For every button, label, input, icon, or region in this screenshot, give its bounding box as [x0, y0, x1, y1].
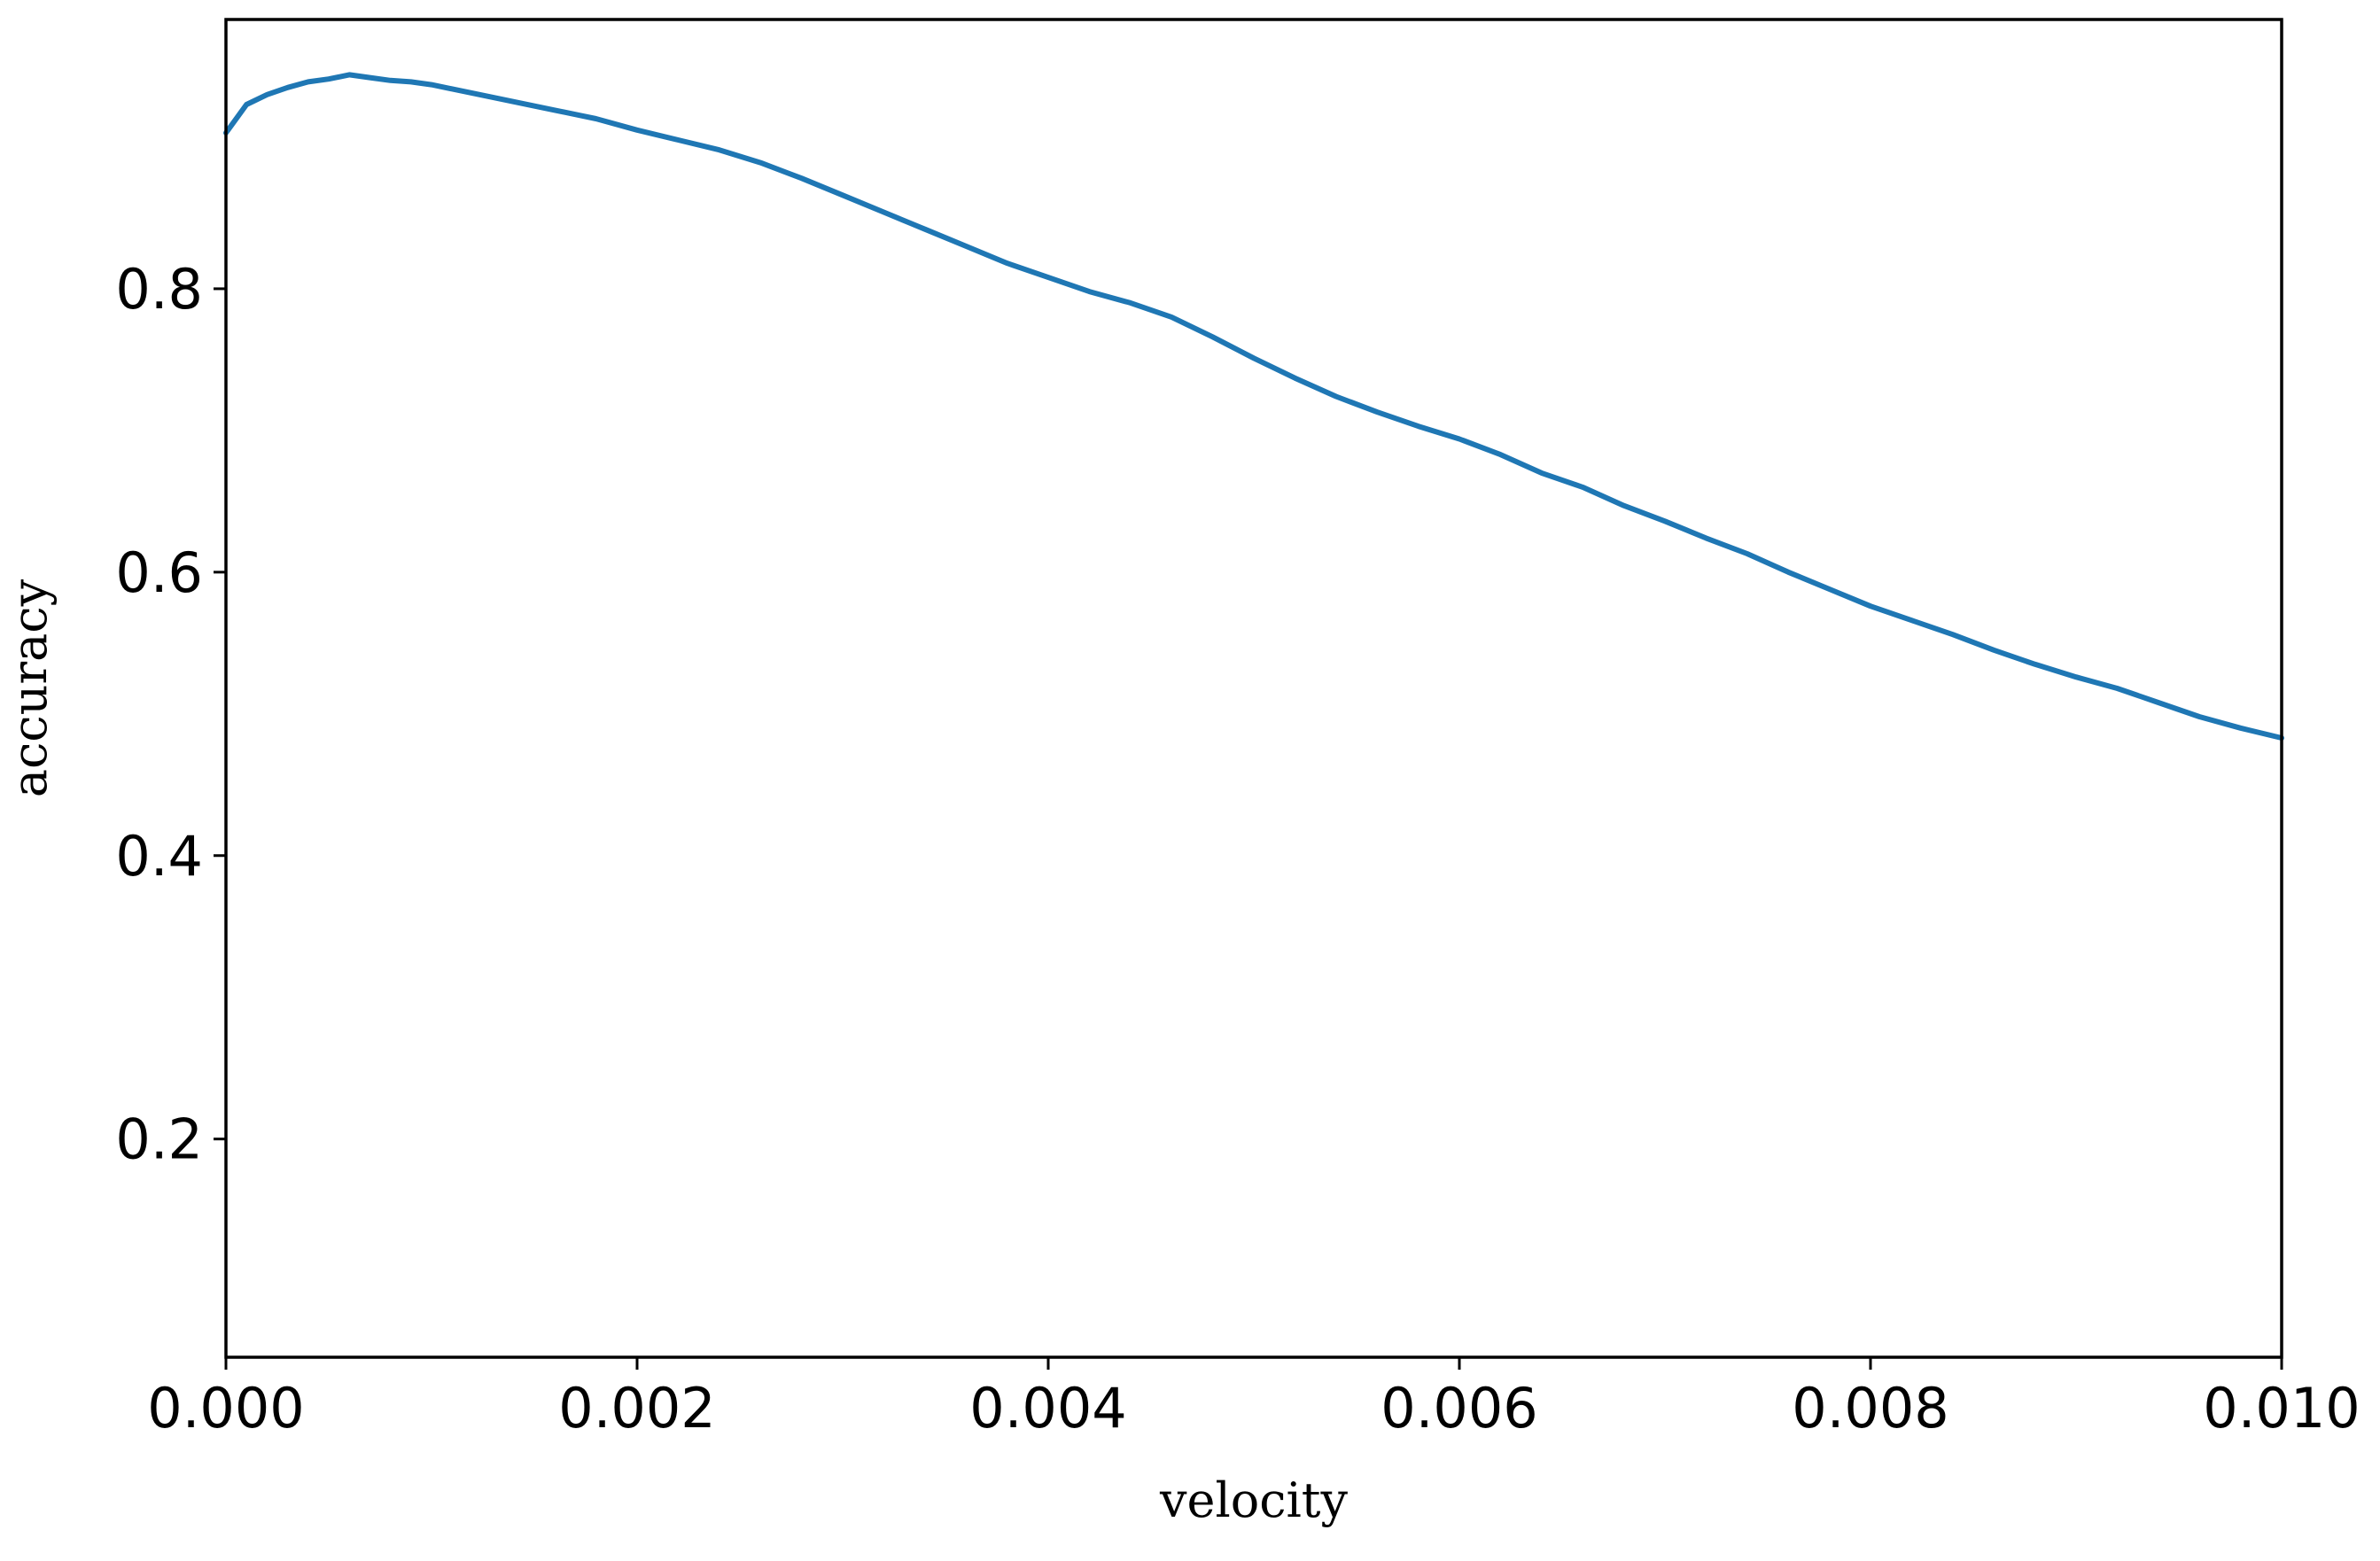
y-axis-ticks: 0.2 0.4 0.6 0.8: [115, 257, 226, 1172]
y-tick-label: 0.4: [115, 824, 203, 889]
x-axis-ticks: 0.000 0.002 0.004 0.006 0.008 0.010: [147, 1357, 2361, 1441]
x-tick-label: 0.008: [1792, 1376, 1949, 1441]
y-tick-label: 0.8: [115, 257, 203, 322]
x-tick-label: 0.010: [2203, 1376, 2361, 1441]
series-line: [223, 72, 2284, 741]
x-tick-label: 0.000: [147, 1376, 305, 1441]
y-tick-label: 0.6: [115, 540, 203, 605]
y-axis-label: accuracy: [2, 579, 58, 797]
x-tick-label: 0.004: [969, 1376, 1127, 1441]
x-tick-label: 0.006: [1381, 1376, 1538, 1441]
plot-frame: [224, 18, 2283, 1359]
y-tick-label: 0.2: [115, 1107, 203, 1172]
x-axis-label: velocity: [1159, 1472, 1348, 1528]
x-tick-label: 0.002: [558, 1376, 716, 1441]
series-layer: [223, 72, 2284, 741]
